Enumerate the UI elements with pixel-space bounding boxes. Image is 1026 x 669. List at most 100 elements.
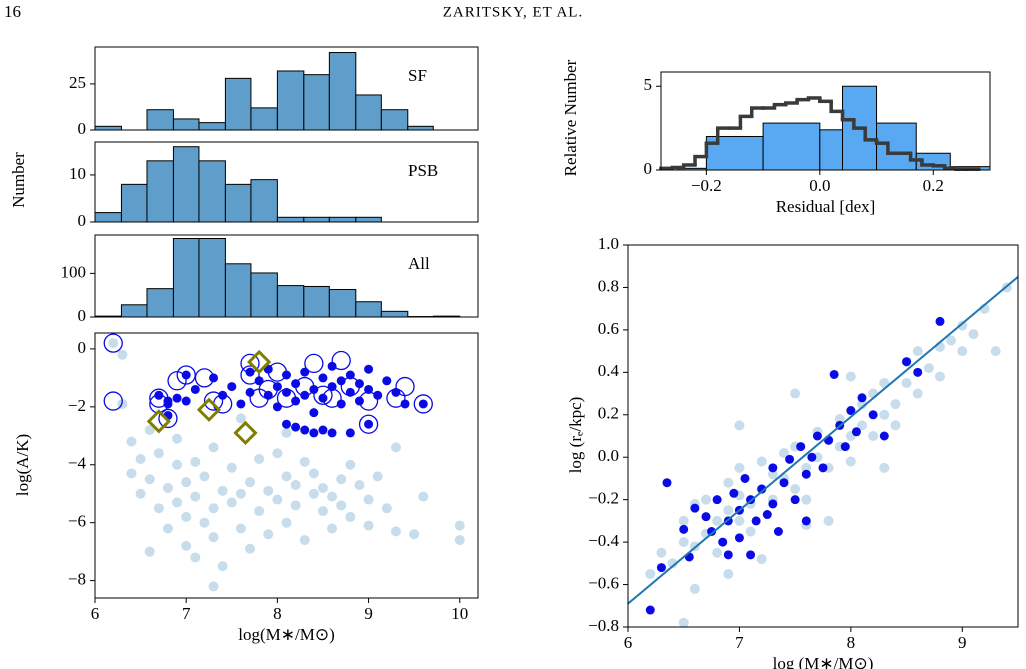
dot-marker: [254, 453, 265, 464]
dot-marker: [734, 420, 745, 431]
hist-bar: [250, 107, 278, 131]
dot-marker: [282, 387, 291, 397]
dot-marker: [689, 583, 700, 594]
y-tick-label: 100: [61, 262, 87, 281]
diamond-marker: [146, 409, 171, 434]
plot-frame: [94, 234, 479, 318]
dot-marker: [290, 480, 301, 491]
dot-marker: [354, 480, 365, 491]
dot-marker: [345, 511, 356, 522]
dot-marker: [834, 414, 845, 425]
x-tick-label: 0.2: [923, 176, 944, 195]
ring-marker: [276, 388, 297, 408]
dot-marker: [990, 346, 1001, 357]
dot-marker: [757, 484, 767, 494]
hist-bar: [276, 70, 305, 131]
dot-marker: [190, 456, 201, 467]
dot-marker: [327, 428, 337, 438]
dot-marker: [172, 433, 183, 444]
y-axis-label: log(A/K): [13, 434, 32, 496]
panel-label: All: [408, 254, 430, 273]
hist-bar: [120, 183, 148, 223]
x-tick-label: 6: [91, 604, 100, 623]
dot-marker: [678, 515, 689, 526]
dot-marker: [345, 387, 355, 397]
x-axis-label: log(M∗/M⊙): [238, 625, 335, 644]
dot-marker: [756, 456, 767, 467]
y-axis-label: Number: [9, 152, 28, 208]
hist-bar: [328, 216, 357, 223]
ring-marker: [167, 371, 187, 391]
dot-marker: [126, 468, 137, 479]
dot-marker: [751, 516, 761, 526]
dot-marker: [418, 491, 429, 502]
dot-marker: [807, 452, 817, 462]
dot-marker: [768, 499, 778, 509]
hist-bar: [328, 52, 357, 131]
hist-bar: [120, 304, 148, 318]
dot-marker: [823, 515, 834, 526]
hist-bar: [380, 109, 409, 131]
dot-marker: [345, 459, 356, 470]
dot-marker: [707, 527, 717, 536]
dot-marker: [890, 399, 901, 410]
dot-marker: [208, 581, 219, 592]
y-axis-label: log (rₑ/kpc): [566, 397, 585, 474]
plot-frame: [627, 244, 1019, 628]
ring-marker: [103, 391, 123, 411]
x-axis-label: log (M∗/M⊙): [773, 654, 874, 669]
ring-marker: [203, 391, 224, 411]
y-tick-label: 0.8: [598, 276, 619, 295]
dot-marker: [372, 471, 383, 482]
dot-marker: [245, 477, 256, 488]
dot-marker: [957, 320, 968, 331]
hist-bar: [224, 77, 252, 131]
dot-marker: [879, 431, 889, 441]
y-tick-label: −0.8: [588, 616, 619, 635]
dot-marker: [336, 399, 346, 409]
dot-marker: [723, 505, 734, 516]
dot-marker: [227, 382, 237, 392]
dot-marker: [690, 503, 700, 513]
y-tick-label: 0.4: [598, 361, 620, 380]
dot-marker: [712, 495, 722, 505]
dot-marker: [190, 491, 201, 502]
hist-bar: [276, 216, 305, 223]
dot-marker: [845, 456, 856, 467]
dot-marker: [217, 561, 228, 572]
dot-marker: [801, 494, 812, 505]
y-tick-label: 0: [78, 338, 87, 357]
dot-marker: [790, 388, 801, 399]
dot-marker: [678, 617, 689, 628]
dot-marker: [645, 605, 655, 615]
dot-marker: [336, 376, 346, 386]
dot-marker: [336, 474, 347, 485]
y-tick-label: 0.2: [598, 404, 619, 423]
dot-marker: [272, 494, 283, 505]
dot-marker: [144, 425, 155, 436]
dot-marker: [851, 427, 861, 437]
dot-marker: [756, 554, 767, 565]
dot-marker: [144, 546, 155, 557]
running-head: ZARITSKY, ET AL.: [443, 4, 583, 20]
dot-marker: [912, 346, 923, 357]
dot-marker: [236, 399, 246, 409]
dot-marker: [364, 419, 374, 429]
ring-marker: [240, 353, 260, 374]
dot-marker: [327, 491, 338, 502]
plot-frame: [94, 46, 479, 131]
dot-marker: [254, 506, 265, 517]
ring-marker: [313, 385, 333, 405]
dot-marker: [135, 488, 146, 499]
dot-marker: [308, 468, 319, 479]
dot-marker: [309, 428, 319, 438]
dot-marker: [767, 469, 778, 480]
dot-marker: [199, 517, 210, 528]
dot-marker: [801, 469, 811, 479]
dot-marker: [108, 338, 119, 349]
dot-marker: [235, 488, 246, 499]
dot-marker: [172, 459, 183, 470]
dot-marker: [299, 535, 310, 546]
ring-marker: [194, 368, 215, 388]
hist-bar: [172, 146, 200, 223]
